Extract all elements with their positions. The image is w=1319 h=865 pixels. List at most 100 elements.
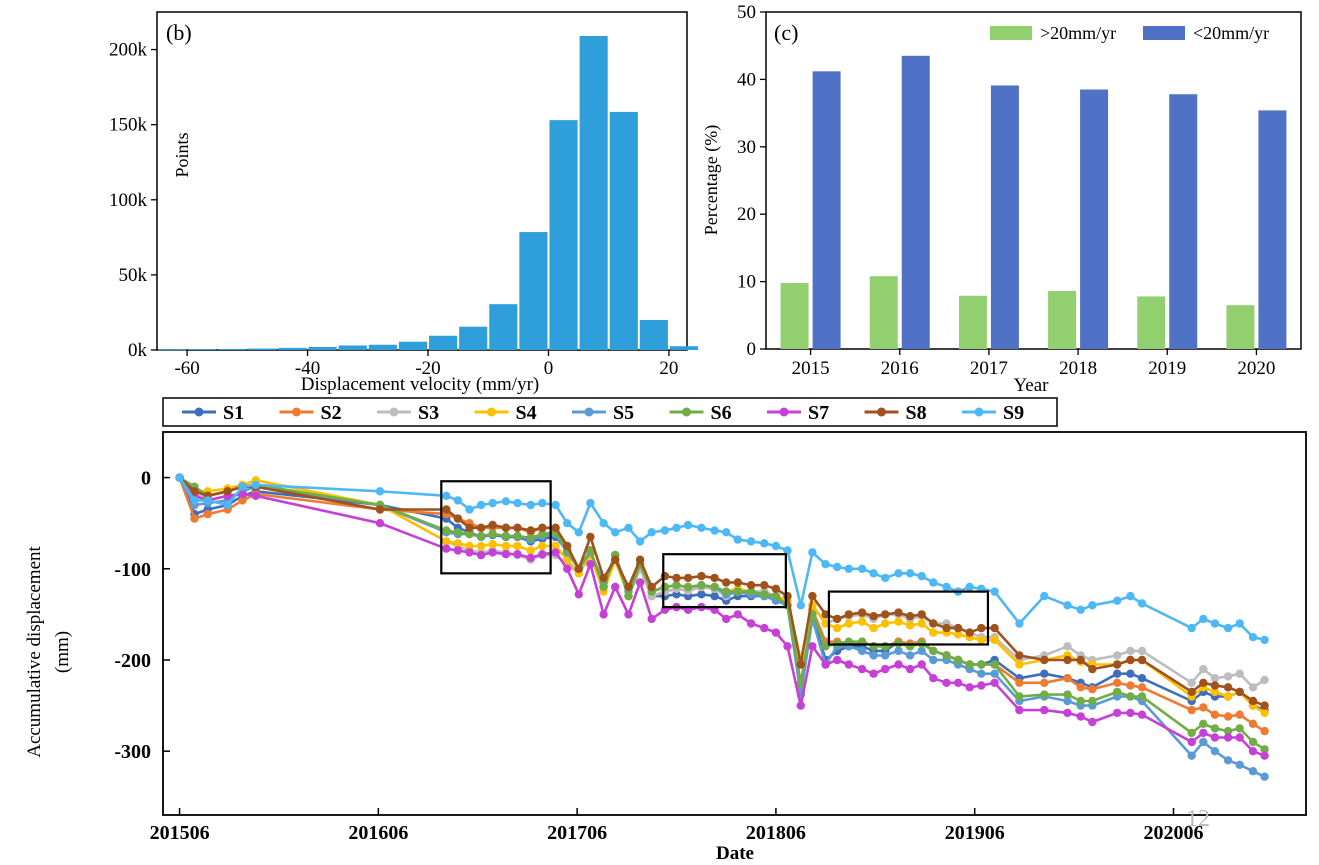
series-point-s7 (1248, 747, 1258, 756)
series-point-s6 (624, 591, 633, 601)
series-point-s6 (1137, 692, 1147, 701)
series-point-s8 (1113, 660, 1122, 669)
series-point-s7 (844, 660, 853, 669)
series-point-s6 (599, 582, 608, 592)
series-point-s7 (881, 664, 890, 674)
series-point-s6 (1088, 696, 1097, 706)
series-point-s9 (1199, 614, 1208, 624)
series-point-s9 (223, 500, 232, 510)
series-point-s5 (917, 646, 926, 656)
series-point-s9 (683, 520, 693, 530)
series-point-s9 (190, 496, 199, 505)
series-point-s6 (1015, 692, 1024, 701)
series-point-s9 (881, 573, 890, 583)
series-point-s6 (869, 642, 878, 651)
series-point-s7 (1113, 708, 1122, 718)
series-point-s4 (1223, 692, 1233, 701)
series-point-s8 (990, 623, 999, 633)
histogram-x-tick-label: -20 (415, 358, 440, 379)
series-point-s9 (611, 528, 620, 537)
series-point-s9 (1113, 596, 1122, 605)
displacement-plot-frame (162, 431, 1307, 816)
series-s6 (175, 473, 1269, 754)
legend-marker-s9 (974, 407, 984, 417)
series-point-s4 (917, 619, 926, 628)
series-point-s8 (465, 523, 474, 532)
series-point-s9 (1015, 619, 1024, 628)
series-point-s8 (746, 581, 756, 590)
series-point-s7 (513, 550, 522, 559)
percentage-y-tick-label: 20 (737, 204, 756, 225)
series-point-s9 (635, 537, 645, 546)
series-point-s9 (894, 569, 903, 578)
series-point-s8 (796, 660, 805, 669)
series-point-s9 (501, 497, 511, 506)
series-point-s6 (953, 655, 963, 665)
highlight-box (440, 480, 552, 575)
percentage-x-tick-label: 2018 (1059, 358, 1097, 379)
series-point-s2 (1126, 681, 1135, 690)
series-point-s8 (611, 555, 620, 564)
series-point-s6 (1040, 690, 1049, 699)
histogram-bar (218, 348, 247, 350)
series-point-s7 (1199, 728, 1208, 738)
series-point-s7 (635, 578, 645, 587)
series-point-s7 (1063, 708, 1072, 718)
series-point-s6 (760, 590, 769, 599)
series-point-s8 (929, 619, 938, 628)
histogram-x-tick-label: -40 (295, 358, 320, 379)
histogram-bar (398, 341, 428, 350)
series-point-s5 (881, 651, 890, 660)
series-point-s5 (1063, 696, 1072, 706)
series-point-s6 (710, 582, 719, 592)
legend-marker-s2 (292, 407, 301, 417)
series-s7 (175, 473, 1269, 760)
percentage-bar-lt20 (1258, 110, 1287, 350)
series-point-s8 (1063, 655, 1072, 665)
series-point-s4 (453, 539, 463, 548)
histogram-bar (278, 347, 307, 350)
series-point-s6 (488, 529, 497, 539)
series-point-s8 (869, 612, 878, 621)
displacement-x-tick-label: 201906 (945, 822, 1005, 844)
displacement-x-tick-label: 201606 (348, 822, 408, 844)
series-point-s7 (796, 701, 805, 710)
histogram-y-axis-label: Points (172, 132, 192, 177)
legend-marker-s3 (389, 407, 399, 417)
legend-marker-s7 (779, 407, 789, 417)
series-point-s9 (1137, 599, 1147, 608)
series-point-s5 (1260, 772, 1269, 781)
series-point-s8 (857, 608, 867, 617)
series-point-s7 (238, 489, 247, 499)
series-point-s8 (375, 505, 385, 514)
histogram-bar (549, 120, 578, 350)
displacement-x-axis-label: Date (716, 843, 754, 864)
series-point-s8 (1015, 651, 1024, 660)
series-point-s9 (771, 541, 781, 551)
series-point-s9 (1260, 635, 1269, 645)
series-point-s7 (894, 660, 903, 669)
series-point-s9 (551, 500, 560, 510)
series-point-s8 (1088, 664, 1097, 674)
series-point-s4 (953, 630, 963, 639)
percentage-y-tick-label: 50 (737, 2, 756, 23)
series-point-s3 (1248, 683, 1258, 692)
series-point-s4 (833, 623, 842, 633)
histogram-bar (519, 232, 548, 350)
series-point-s7 (733, 610, 742, 619)
series-point-s4 (869, 623, 878, 633)
series-point-s8 (1235, 687, 1244, 697)
series-point-s3 (1113, 651, 1122, 660)
series-point-s7 (251, 491, 260, 500)
series-point-s1 (697, 590, 706, 599)
series-point-s8 (647, 582, 656, 592)
series-point-s6 (442, 526, 451, 535)
histogram-y-tick-label: 100k (109, 190, 148, 211)
series-point-s9 (238, 482, 247, 491)
series-point-s9 (453, 496, 463, 505)
displacement-y-axis-label-line1: Accumulative displacement (24, 545, 45, 757)
series-point-s7 (1126, 708, 1135, 718)
series-point-s7 (1040, 705, 1049, 715)
legend-swatch-lt20 (1143, 26, 1185, 40)
